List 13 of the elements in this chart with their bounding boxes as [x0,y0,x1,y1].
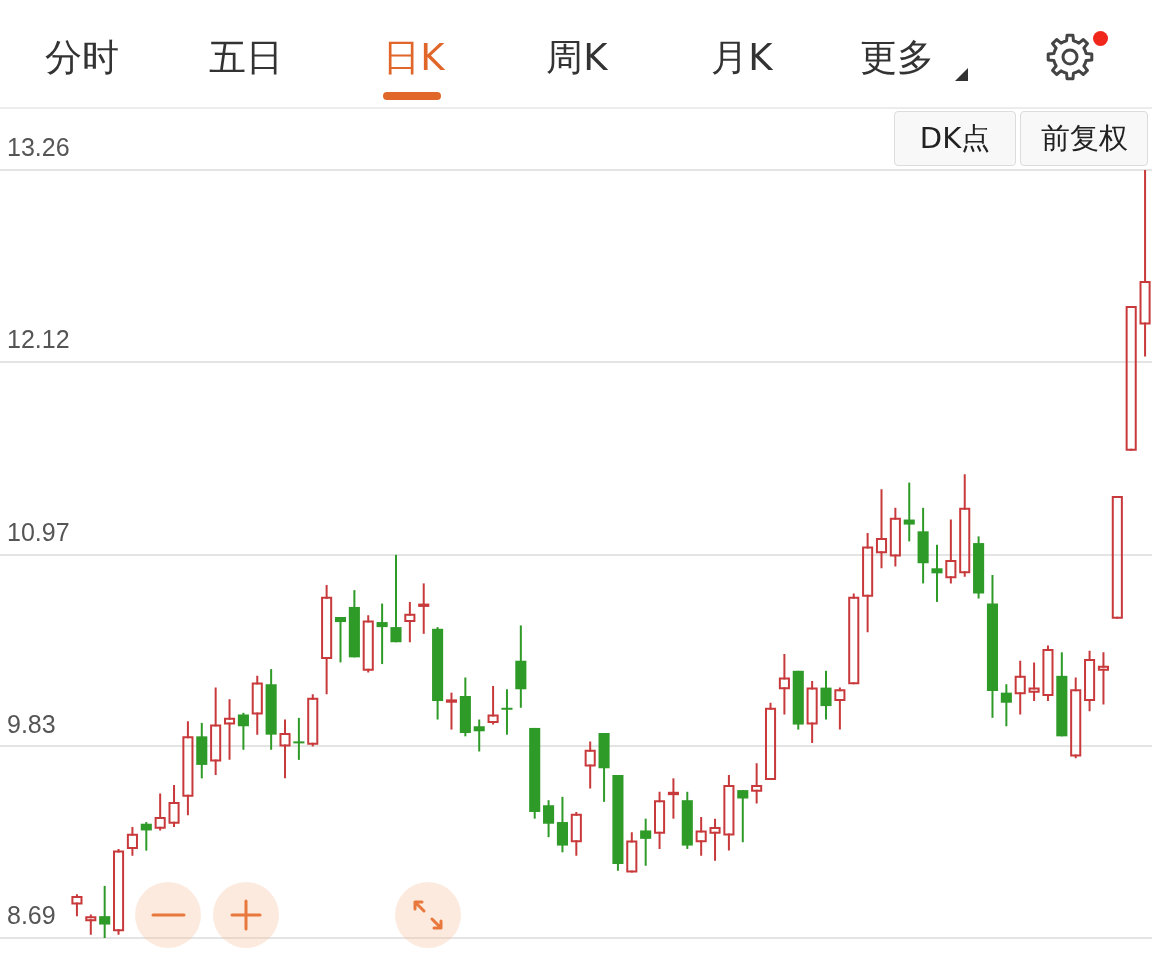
text: 前复权 [1040,120,1128,157]
text: 日K [383,35,445,81]
y-tick-label: 10.97 [7,518,70,547]
y-tick-label: 13.26 [7,133,70,162]
text: 更多 [860,35,934,81]
text: 分时 [45,35,119,81]
y-tick-label: 12.12 [7,324,70,353]
text: DK点 [919,120,991,157]
y-tick-label: 9.83 [7,709,56,738]
text: 月K [711,35,773,81]
y-tick-label: 8.69 [7,901,56,930]
text: 五日 [209,35,283,81]
text: 周K [546,35,608,81]
